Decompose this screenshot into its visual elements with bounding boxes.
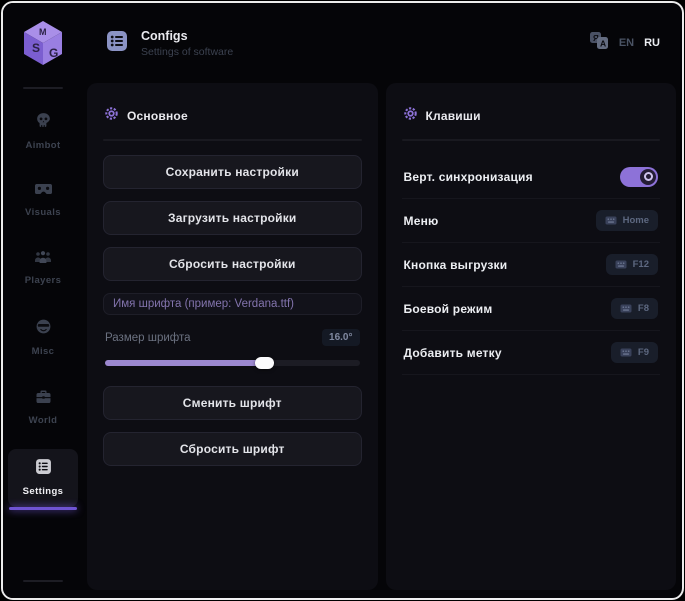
sidebar-item-settings[interactable]: Settings: [8, 449, 78, 510]
keybind-value: F9: [637, 347, 649, 358]
combat-mode-keybind-button[interactable]: F8: [610, 298, 658, 319]
menu-bind-label: Меню: [403, 213, 439, 228]
keys-panel: Клавиши Верт. синхронизация Меню: [385, 83, 676, 590]
content-area: Configs Settings of software Я A EN RU: [83, 3, 682, 598]
keys-panel-divider: [401, 139, 660, 141]
sidebar-item-players[interactable]: Players: [8, 241, 78, 296]
sidebar-divider-bottom: [23, 580, 63, 582]
sidebar-item-label: Misc: [31, 346, 55, 357]
translate-icon: Я A: [589, 31, 609, 55]
svg-text:Я: Я: [593, 34, 599, 43]
keyboard-icon: [615, 260, 627, 269]
vsync-row: Верт. синхронизация: [401, 155, 660, 199]
cube-logo-icon: S G M: [24, 21, 62, 65]
general-panel-header: Основное: [103, 99, 362, 125]
sidebar: S G M Aimbot: [3, 3, 83, 598]
keyboard-icon: [620, 304, 632, 313]
load-settings-button[interactable]: Загрузить настройки: [103, 201, 362, 235]
sidebar-item-label: Players: [24, 275, 62, 286]
keyboard-icon: [605, 216, 617, 225]
keybind-value: F12: [632, 259, 649, 270]
unload-keybind-button[interactable]: F12: [605, 254, 658, 275]
language-en-button[interactable]: EN: [618, 37, 635, 49]
page-subtitle: Settings of software: [141, 45, 234, 58]
keys-panel-title: Клавиши: [425, 109, 481, 123]
page-title: Configs: [141, 28, 188, 43]
combat-mode-bind-label: Боевой режим: [403, 301, 493, 316]
general-panel-divider: [103, 139, 362, 141]
gear-icon: [403, 107, 417, 125]
vr-goggles-icon: [34, 183, 53, 201]
font-size-row: Размер шрифта 16.0°: [105, 329, 360, 346]
sidebar-nav: Aimbot Visuals: [8, 103, 78, 510]
general-panel-title: Основное: [127, 109, 188, 123]
svg-text:G: G: [49, 46, 58, 60]
sidebar-item-label: Settings: [22, 486, 64, 497]
players-icon: [34, 250, 52, 269]
font-size-value-badge: 16.0°: [322, 329, 360, 346]
face-icon: [35, 318, 52, 340]
toggle-knob: [640, 168, 656, 185]
language-ru-button[interactable]: RU: [644, 37, 660, 49]
panels-container: Основное Сохранить настройки Загрузить н…: [83, 83, 682, 598]
skull-icon: [35, 112, 52, 134]
add-mark-bind-label: Добавить метку: [403, 345, 502, 360]
reset-font-button[interactable]: Сбросить шрифт: [103, 432, 362, 466]
page-header: Configs Settings of software Я A EN RU: [83, 3, 682, 83]
save-settings-button[interactable]: Сохранить настройки: [103, 155, 362, 189]
combat-mode-bind-row: Боевой режим F8: [401, 287, 660, 331]
gear-icon: [105, 107, 118, 125]
sidebar-item-label: World: [28, 415, 58, 426]
keys-panel-header: Клавиши: [402, 99, 661, 125]
font-size-label: Размер шрифта: [105, 331, 191, 344]
keybind-value: F8: [637, 303, 649, 314]
menu-keybind-button[interactable]: Home: [595, 210, 658, 231]
add-mark-bind-row: Добавить метку F9: [401, 331, 660, 375]
general-panel: Основное Сохранить настройки Загрузить н…: [87, 83, 378, 590]
slider-fill: [105, 360, 266, 366]
app-logo: S G M: [21, 15, 65, 71]
sidebar-item-label: Aimbot: [25, 140, 61, 151]
configs-icon: [105, 29, 129, 58]
vsync-label: Верт. синхронизация: [403, 169, 533, 184]
change-font-button[interactable]: Сменить шрифт: [103, 386, 362, 420]
sidebar-item-label: Visuals: [25, 207, 61, 218]
keyboard-icon: [620, 348, 632, 357]
sidebar-divider-top: [23, 87, 63, 89]
svg-text:M: M: [39, 27, 47, 37]
briefcase-icon: [35, 389, 52, 409]
add-mark-keybind-button[interactable]: F9: [610, 342, 658, 363]
slider-thumb[interactable]: [255, 357, 275, 369]
menu-bind-row: Меню Home: [401, 199, 660, 243]
unload-bind-label: Кнопка выгрузки: [403, 257, 508, 272]
sidebar-item-visuals[interactable]: Visuals: [8, 174, 78, 228]
vsync-toggle[interactable]: [620, 166, 658, 187]
sidebar-item-misc[interactable]: Misc: [8, 309, 78, 367]
sidebar-item-aimbot[interactable]: Aimbot: [8, 103, 78, 161]
font-name-input[interactable]: [103, 293, 362, 315]
svg-text:A: A: [600, 39, 606, 49]
reset-settings-button[interactable]: Сбросить настройки: [103, 247, 362, 281]
list-icon: [35, 458, 52, 480]
svg-text:S: S: [32, 41, 40, 55]
sidebar-item-world[interactable]: World: [8, 380, 78, 436]
keybind-value: Home: [622, 215, 649, 226]
font-size-slider[interactable]: [105, 356, 360, 370]
unload-bind-row: Кнопка выгрузки F12: [401, 243, 660, 287]
